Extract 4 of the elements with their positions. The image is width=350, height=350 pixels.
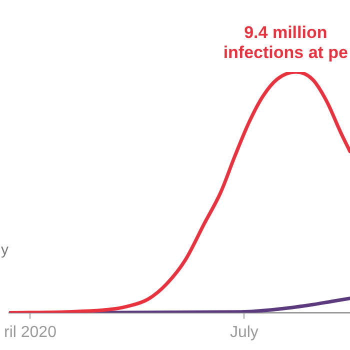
annotation: 9.4 million infections at pe xyxy=(223,23,348,62)
x-tick-label: ril 2020 xyxy=(4,324,57,341)
text: y xyxy=(1,241,9,258)
x-tick-label: July xyxy=(230,324,258,341)
